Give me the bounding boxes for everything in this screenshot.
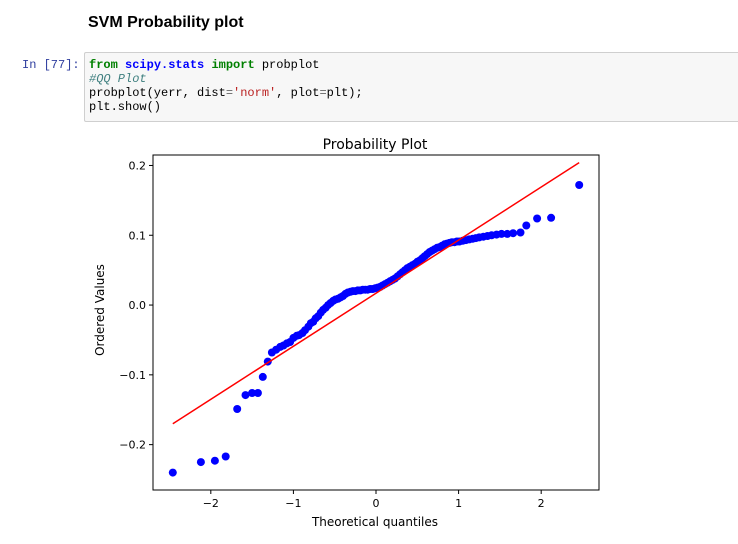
code-call-middle: , plot bbox=[276, 86, 320, 100]
x-tick-label: 0 bbox=[373, 497, 380, 510]
x-axis-label: Theoretical quantiles bbox=[311, 515, 438, 529]
data-point bbox=[210, 456, 219, 465]
data-point bbox=[258, 372, 267, 381]
y-tick-label: −0.1 bbox=[119, 369, 146, 382]
data-point bbox=[248, 389, 257, 397]
code-comment: #QQ Plot bbox=[89, 72, 147, 86]
data-point bbox=[509, 229, 518, 238]
data-point bbox=[253, 389, 262, 397]
code-string: 'norm' bbox=[233, 86, 277, 100]
x-tick-label: −2 bbox=[203, 497, 219, 510]
cell-prompt: In [77]: bbox=[22, 58, 80, 72]
data-point bbox=[533, 214, 542, 223]
data-point bbox=[196, 458, 205, 467]
axes-frame bbox=[152, 154, 600, 491]
data-point bbox=[575, 181, 584, 189]
code-operator: = bbox=[225, 86, 234, 100]
code-keyword-from: from bbox=[89, 58, 118, 72]
code-operator: = bbox=[319, 86, 327, 100]
probability-plot-figure: Probability Plot −2 −1 0 1 2 −0.2 −0.1 0.0 0.1 0.… bbox=[93, 137, 600, 529]
data-point bbox=[241, 391, 250, 400]
y-tick-label: 0.2 bbox=[129, 159, 147, 172]
y-tick-label: 0.0 bbox=[129, 299, 147, 312]
x-tick-label: −1 bbox=[285, 497, 301, 510]
x-tick-label: 1 bbox=[455, 497, 462, 510]
data-point bbox=[497, 229, 506, 238]
y-axis-label: Ordered Values bbox=[93, 264, 107, 356]
fit-line bbox=[172, 162, 580, 425]
data-point bbox=[233, 405, 242, 413]
chart-title: Probability Plot bbox=[323, 137, 428, 153]
section-heading: SVM Probability plot bbox=[88, 14, 244, 31]
code-keyword-import: import bbox=[211, 58, 255, 72]
code-cell-editor[interactable]: from scipy.stats import probplot #QQ Plo… bbox=[84, 52, 738, 122]
data-point bbox=[503, 229, 512, 238]
code-module-name: scipy.stats bbox=[125, 58, 205, 72]
data-point bbox=[221, 452, 230, 461]
data-point bbox=[516, 228, 525, 237]
data-point bbox=[522, 221, 531, 230]
code-call-start: probplot(yerr, dist bbox=[89, 86, 226, 100]
y-tick-label: −0.2 bbox=[119, 439, 146, 452]
x-tick-label: 2 bbox=[538, 497, 545, 510]
data-point bbox=[547, 213, 556, 222]
code-show-call: plt.show() bbox=[89, 100, 162, 114]
y-tick-label: 0.1 bbox=[129, 229, 147, 242]
code-imported-name: probplot bbox=[261, 58, 320, 72]
code-call-end: plt); bbox=[326, 86, 363, 100]
plot-area: −2 −1 0 1 2 −0.2 −0.1 0.0 0.1 0.2 bbox=[119, 154, 600, 510]
data-point bbox=[168, 468, 177, 477]
